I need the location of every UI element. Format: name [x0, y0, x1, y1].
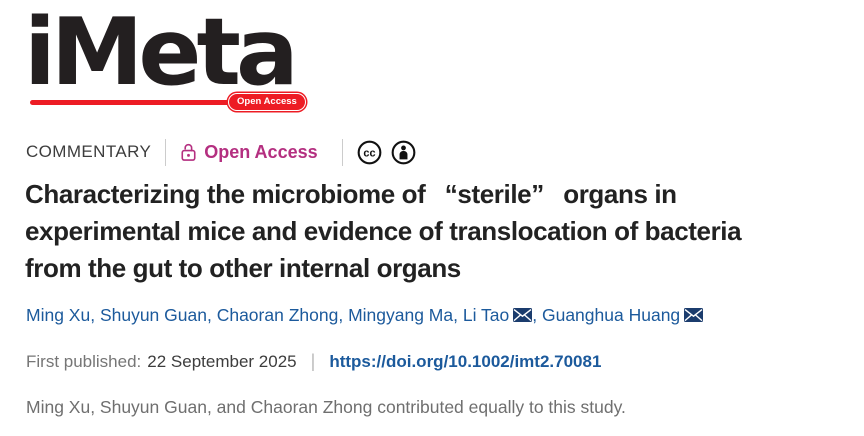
author-link[interactable]: Li Tao [462, 305, 510, 325]
logo-open-access-badge: Open Access [228, 93, 306, 111]
author-link[interactable]: Ming Xu [26, 305, 91, 325]
article-title-line: experimental mice and evidence of transl… [25, 216, 742, 246]
doi-link[interactable]: https://doi.org/10.1002/imt2.70081 [329, 351, 602, 371]
cc-icon[interactable]: cc [357, 140, 382, 165]
publication-info-row: First published: 22 September 2025 | htt… [26, 351, 601, 372]
divider: | [310, 351, 316, 371]
article-title-line: Characterizing the microbiome of “steril… [25, 179, 677, 209]
svg-text:cc: cc [363, 147, 375, 159]
author-separator: , [90, 305, 100, 325]
article-title-line: from the gut to other internal organs [25, 253, 461, 283]
author-link[interactable]: Chaoran Zhong [216, 305, 339, 325]
license-icons: cc [357, 140, 416, 165]
article-type-label: COMMENTARY [26, 142, 152, 161]
author-link[interactable]: Shuyun Guan [99, 305, 207, 325]
author-separator: , [453, 305, 463, 325]
equal-contribution-note: Ming Xu, Shuyun Guan, and Chaoran Zhong … [26, 397, 626, 417]
logo-red-underline [30, 100, 292, 105]
author-link[interactable]: Guanghua Huang [541, 305, 681, 325]
email-envelope-icon[interactable] [684, 306, 704, 327]
article-title: Characterizing the microbiome of “steril… [25, 176, 855, 287]
email-envelope-icon[interactable] [513, 306, 533, 327]
open-access-label: Open Access [204, 141, 318, 162]
divider [165, 138, 167, 166]
by-person-icon[interactable] [391, 140, 416, 165]
divider [341, 138, 343, 166]
article-meta-bar: COMMENTARY Open Access cc [26, 137, 416, 167]
author-separator: , [206, 305, 217, 325]
open-access-group: Open Access [180, 141, 318, 163]
first-published-date: 22 September 2025 [147, 351, 297, 371]
unlocked-padlock-icon [180, 143, 197, 162]
author-separator: , [338, 305, 349, 325]
author-separator: , [532, 305, 542, 325]
journal-logo[interactable]: iMeta Open Access [24, 0, 314, 116]
first-published-label: First published: [26, 351, 142, 371]
author-link[interactable]: Mingyang Ma [348, 305, 454, 325]
journal-logo-text: iMeta [24, 0, 299, 106]
author-list: Ming Xu, Shuyun Guan, Chaoran Zhong, Min… [26, 305, 704, 327]
